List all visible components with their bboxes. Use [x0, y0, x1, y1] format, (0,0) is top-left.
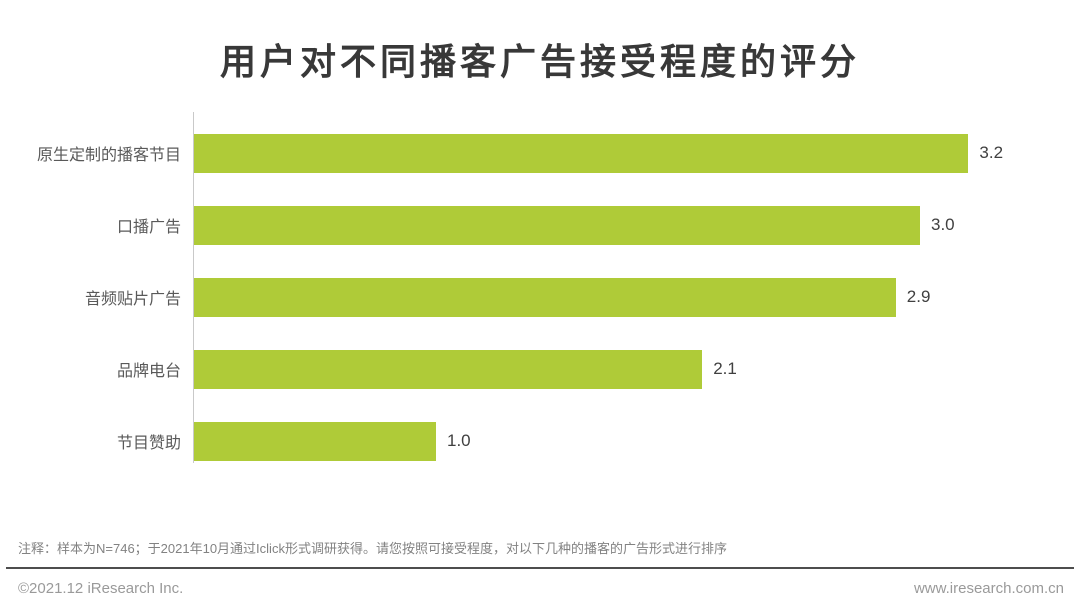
- value-label: 2.9: [906, 287, 931, 306]
- category-label: 品牌电台: [116, 363, 181, 380]
- category-label: 节目赞助: [116, 435, 181, 452]
- bar: [194, 133, 969, 173]
- website-url: www.iresearch.com.cn: [913, 580, 1064, 597]
- bar-chart: 原生定制的播客节目 3.2 口播广告 3.0 音频贴片广告 2.9 品牌电台 2.1 节目赞助 1…: [0, 112, 1080, 477]
- value-label: 2.1: [713, 359, 737, 378]
- category-label: 口播广告: [116, 219, 181, 236]
- bar: [194, 421, 436, 461]
- y-axis-line: [193, 112, 194, 463]
- bar: [194, 349, 703, 389]
- chart-row: 品牌电台 2.1: [0, 333, 1080, 405]
- chart-title: 用户对不同播客广告接受程度的评分: [219, 41, 860, 82]
- chart-row: 口播广告 3.0: [0, 189, 1080, 261]
- chart-row: 节目赞助 1.0: [0, 405, 1080, 477]
- chart-row: 音频贴片广告 2.9: [0, 261, 1080, 333]
- chart-row: 原生定制的播客节目 3.2: [0, 117, 1080, 189]
- copyright-text: ©2021.12 iResearch Inc.: [18, 580, 184, 597]
- category-label: 音频贴片广告: [84, 291, 181, 308]
- bar: [194, 277, 896, 317]
- value-label: 3.0: [931, 215, 955, 234]
- category-label: 原生定制的播客节目: [36, 147, 181, 164]
- value-label: 3.2: [979, 143, 1004, 162]
- chart-rows: 原生定制的播客节目 3.2 口播广告 3.0 音频贴片广告 2.9 品牌电台 2.1 节目赞助 1…: [0, 117, 1080, 477]
- value-label: 1.0: [447, 431, 471, 450]
- bar: [194, 205, 920, 245]
- footnote: 注释：样本为N=746；于2021年10月通过Iclick形式调研获得。请您按照…: [18, 541, 727, 556]
- footer-divider-line: [6, 567, 1074, 569]
